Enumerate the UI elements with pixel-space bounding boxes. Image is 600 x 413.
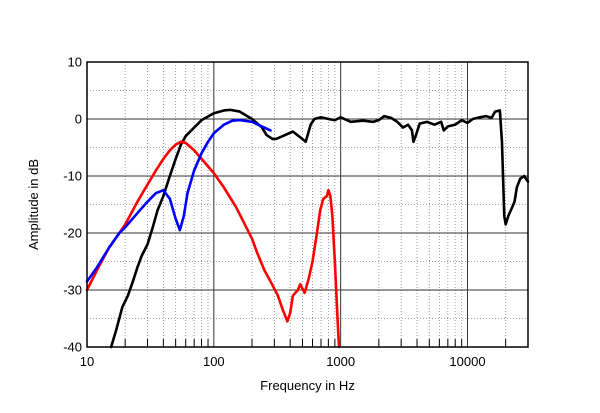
x-tick-labels: 10 100 1000 10000 [80, 354, 486, 369]
y-tick-label: -30 [63, 283, 82, 298]
x-tick-label: 1000 [326, 354, 355, 369]
x-tick-label: 10 [80, 354, 94, 369]
series-layer [85, 108, 530, 349]
y-tick-labels: 10 0 -10 -20 -30 -40 [63, 55, 82, 355]
y-tick-label: -40 [63, 340, 82, 355]
minor-grid-vertical [124, 62, 507, 347]
y-tick-label: -10 [63, 169, 82, 184]
y-tick-label: -20 [63, 226, 82, 241]
y-tick-label: 0 [75, 112, 82, 127]
x-axis-label: Frequency in Hz [260, 378, 355, 393]
x-tick-label: 10000 [449, 354, 485, 369]
series-line-3 [85, 118, 272, 283]
y-tick-label: 10 [68, 55, 82, 70]
series-line-2 [85, 140, 341, 349]
series-line-1 [109, 108, 530, 349]
x-tick-label: 100 [203, 354, 225, 369]
plot-frame [86, 61, 529, 348]
y-axis-label: Amplitude in dB [26, 159, 41, 250]
